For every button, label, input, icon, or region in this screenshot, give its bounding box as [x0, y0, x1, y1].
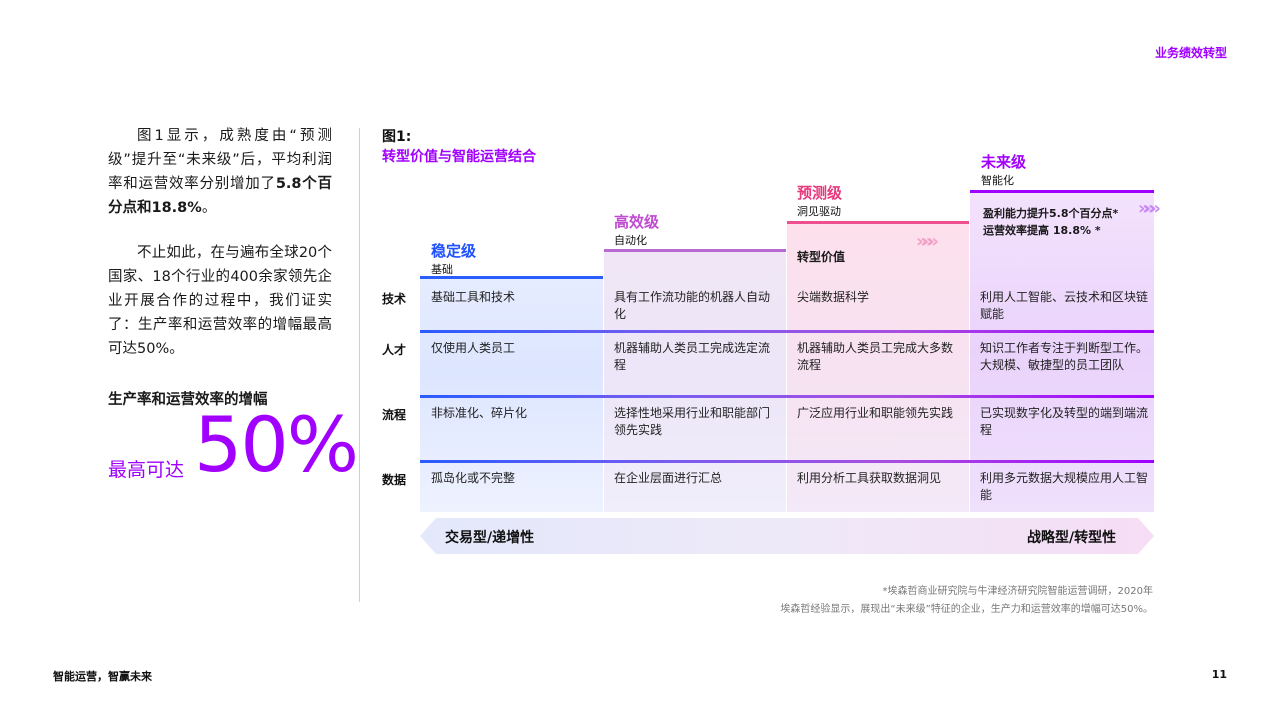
- transformation-value-label: 转型价值: [797, 250, 846, 264]
- cell-future-people: 知识工作者专注于判断型工作。大规模、敏捷型的员工团队: [980, 341, 1149, 372]
- cell-predictive-people: 机器辅助人类员工完成大多数流程: [797, 341, 954, 372]
- cell-predictive-data: 利用分析工具获取数据洞见: [797, 471, 942, 485]
- column-header-predictive: 预测级 洞见驱动: [797, 182, 842, 219]
- cell-predictive-technology: 尖端数据科学: [797, 290, 870, 304]
- arrow-right-label: 战略型/转型性: [1027, 530, 1117, 546]
- cell-efficient-process: 选择性地采用行业和职能部门领先实践: [614, 406, 771, 437]
- page-number: 11: [1211, 668, 1227, 681]
- row-divider: [420, 330, 1154, 333]
- row-divider: [420, 395, 1154, 398]
- cell-predictive-process: 广泛应用行业和职能领先实践: [797, 406, 954, 420]
- chevron-arrows-icon: »»»: [916, 231, 939, 252]
- column-subtitle: 自动化: [614, 234, 647, 247]
- cell-stable-technology: 基础工具和技术: [431, 290, 516, 304]
- experience-note: 埃森哲经验显示，展现出“未来级”特征的企业，生产力和运营效率的增幅可达50%。: [780, 604, 1153, 615]
- column-header-efficient: 高效级 自动化: [614, 211, 659, 248]
- stat-prefix: 最高可达: [108, 459, 185, 481]
- row-label-technology: 技术: [382, 292, 407, 306]
- column-subtitle: 洞见驱动: [797, 205, 841, 218]
- column-bg-future: [970, 192, 1154, 512]
- stat-label: 生产率和运营效率的增幅: [108, 392, 268, 408]
- cell-efficient-people: 机器辅助人类员工完成选定流程: [614, 341, 771, 372]
- row-divider: [420, 460, 1154, 463]
- footer-title: 智能运营，智赢未来: [53, 670, 152, 683]
- column-title: 预测级: [797, 184, 843, 202]
- evidence-paragraph: 不止如此，在与遍布全球20个国家、18个行业的400余家领先企业开展合作的过程中…: [108, 245, 332, 357]
- cell-stable-process: 非标准化、碎片化: [431, 406, 528, 420]
- stat-value: 50%: [194, 400, 359, 489]
- figure-title: 转型价值与智能运营结合: [382, 149, 536, 165]
- row-label-process: 流程: [382, 408, 407, 422]
- column-title: 稳定级: [431, 242, 477, 260]
- row-label-data: 数据: [382, 473, 407, 487]
- cell-stable-data: 孤岛化或不完整: [431, 471, 516, 485]
- column-subtitle: 基础: [431, 263, 453, 276]
- cell-future-technology: 利用人工智能、云技术和区块链赋能: [980, 290, 1149, 321]
- section-title: 业务绩效转型: [1154, 46, 1227, 60]
- column-divider: [359, 128, 360, 602]
- source-note: *埃森哲商业研究院与牛津经济研究院智能运营调研，2020年: [882, 586, 1153, 597]
- cell-efficient-technology: 具有工作流功能的机器人自动化: [614, 290, 771, 321]
- column-top-border: [787, 221, 969, 224]
- column-header-stable: 稳定级 基础: [431, 240, 476, 277]
- figure-number: 图1:: [382, 129, 412, 145]
- column-title: 未来级: [981, 153, 1027, 171]
- column-bg-stable: [420, 277, 603, 512]
- transaction-to-strategy-arrow: [420, 518, 1154, 554]
- cell-stable-people: 仅使用人类员工: [431, 341, 516, 355]
- cell-future-data: 利用多元数据大规模应用人工智能: [980, 471, 1149, 502]
- column-header-future: 未来级 智能化: [981, 151, 1026, 188]
- column-bg-predictive: [787, 222, 969, 512]
- column-top-border: [420, 276, 603, 279]
- column-top-border: [604, 249, 786, 252]
- column-subtitle: 智能化: [981, 174, 1014, 187]
- arrow-left-label: 交易型/递增性: [445, 530, 535, 546]
- cell-efficient-data: 在企业层面进行汇总: [614, 471, 723, 485]
- column-bg-efficient: [604, 250, 786, 512]
- chevron-arrows-icon: »»»: [1138, 198, 1161, 219]
- intro-paragraph: 图1显示，成熟度由“预测级”提升至“未来级”后，平均利润率和运营效率分别增加了5…: [108, 128, 333, 216]
- cell-future-process: 已实现数字化及转型的端到端流程: [980, 406, 1149, 437]
- highlight-figures: 5.8个百分点和18.8%: [108, 176, 333, 216]
- column-title: 高效级: [614, 213, 660, 231]
- column-top-border: [970, 190, 1154, 193]
- row-label-people: 人才: [382, 343, 407, 357]
- future-results-note: 盈利能力提升5.8个百分点* 运营效率提高 18.8% *: [983, 207, 1119, 237]
